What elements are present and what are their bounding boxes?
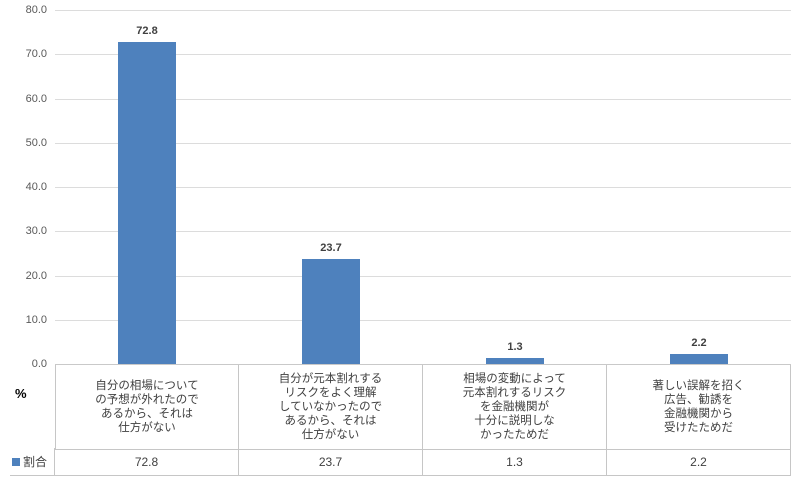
y-tick-label: 10.0 (25, 313, 47, 326)
category-label-line: を金融機関が (480, 401, 549, 413)
category-label-cell: 自分の相場について の予想が外れたので あるから、それは 仕方がない (55, 365, 239, 449)
category-label-line: 十分に説明しな (474, 415, 555, 427)
gridline (55, 54, 791, 56)
bar-1.3 (486, 358, 544, 364)
data-table-row: 割合 72.8 23.7 1.3 2.2 (10, 448, 791, 476)
series-color-swatch-icon (12, 457, 20, 466)
table-value-cell: 2.2 (607, 448, 791, 475)
category-label-line: 仕方がない (301, 429, 360, 441)
bar-23.7 (302, 259, 360, 364)
category-label-line: リスクをよく理解 (284, 387, 377, 399)
bar-72.8 (118, 41, 176, 364)
data-label: 1.3 (507, 341, 523, 354)
category-label-line: あるから、それは (284, 415, 377, 427)
y-tick-label: 60.0 (25, 92, 47, 105)
category-label-line: 受けたためだ (664, 422, 733, 434)
y-tick-label: 30.0 (25, 225, 47, 238)
gridline (55, 142, 791, 144)
bar-2.2 (670, 354, 728, 364)
category-label-cell: 相場の変動によって 元本割れするリスク を金融機関が 十分に説明しな かったためだ (423, 365, 607, 449)
y-tick-label: 0.0 (31, 358, 47, 370)
y-tick-label: 70.0 (25, 48, 47, 61)
y-tick-label: 80.0 (25, 4, 47, 16)
category-label-line: 自分が元本割れする (278, 373, 383, 385)
y-axis-title: % (15, 386, 27, 401)
category-label-line: の予想が外れたので (95, 394, 199, 406)
category-label-line: かったためだ (480, 429, 549, 441)
gridline (55, 10, 791, 11)
y-tick-label: 20.0 (25, 269, 47, 282)
category-label-line: 元本割れするリスク (462, 387, 567, 399)
data-label: 23.7 (320, 242, 342, 255)
category-label-line: していなかったので (278, 401, 383, 413)
data-label: 2.2 (691, 337, 707, 350)
y-tick-label: 40.0 (25, 181, 47, 193)
data-label: 72.8 (136, 24, 158, 37)
gridline (55, 231, 791, 233)
gridline (55, 98, 791, 100)
gridline (55, 187, 791, 188)
category-axis-row: 自分の相場について の予想が外れたので あるから、それは 仕方がない 自分が元本割れする… (55, 364, 791, 450)
category-label-line: 広告、勧誘を (664, 394, 733, 406)
legend-cell: 割合 (10, 448, 55, 475)
gridline (55, 319, 791, 321)
category-label-line: 相場の変動によって (463, 373, 566, 385)
gridline (55, 275, 791, 277)
category-label-line: 著しい誤解を招く (652, 380, 745, 392)
category-label-line: 金融機関から (664, 408, 733, 420)
category-label-line: 仕方がない (118, 422, 176, 434)
category-label-line: あるから、それは (101, 408, 193, 420)
category-label-cell: 著しい誤解を招く 広告、勧誘を 金融機関から 受けたためだ (607, 365, 791, 449)
category-label-line: 自分の相場について (95, 380, 199, 392)
legend-label: 割合 (23, 455, 48, 469)
table-value-cell: 1.3 (423, 448, 607, 475)
y-tick-label: 50.0 (25, 136, 47, 149)
table-value-cell: 72.8 (55, 448, 239, 475)
table-value-cell: 23.7 (239, 448, 423, 475)
category-label-cell: 自分が元本割れする リスクをよく理解 していなかったので あるから、それは 仕方がない (239, 365, 423, 449)
